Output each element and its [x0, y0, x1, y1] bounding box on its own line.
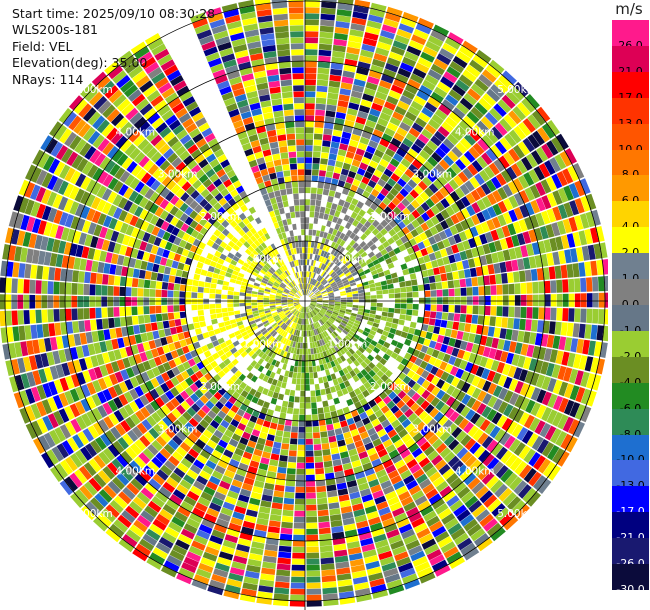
colorbar-swatch — [612, 564, 649, 591]
colorbar-swatch — [612, 201, 649, 228]
range-ring-label: 3.00km — [158, 423, 198, 435]
range-ring-label: 4.00km — [455, 126, 495, 138]
range-ring-label: 3.00km — [158, 169, 198, 181]
range-ring-label: 2.00km — [370, 381, 410, 393]
start-time-text: Start time: 2025/09/10 08:30:28 — [12, 6, 216, 21]
range-ring-label: 1.00km — [243, 254, 283, 266]
colorbar-swatch — [612, 382, 649, 410]
colorbar-swatch — [612, 71, 649, 99]
colorbar-swatch — [612, 434, 649, 461]
colorbar-swatch — [612, 356, 649, 384]
range-ring-label: 2.00km — [200, 381, 240, 393]
range-ring-label: 3.00km — [412, 169, 452, 181]
colorbar-swatch — [612, 149, 649, 176]
range-ring-label: 4.00km — [115, 466, 155, 478]
velocity-gate-group — [0, 0, 608, 607]
colorbar-swatch — [612, 486, 649, 513]
scan-info-panel: Start time: 2025/09/10 08:30:28 WLS200s-… — [12, 6, 215, 88]
range-ring-label: 5.00km — [73, 508, 113, 520]
range-ring-labels: 1.00km 1.00km 1.00km 1.00km 2.00km 2.00km 2.00… — [73, 84, 537, 520]
colorbar-swatch — [612, 123, 649, 151]
instrument-text: WLS200s-181 — [12, 22, 98, 38]
colorbar-swatch — [612, 253, 649, 280]
range-ring-label: 1.00km — [243, 338, 283, 350]
colorbar-swatch — [612, 97, 649, 125]
colorbar-swatch — [612, 20, 649, 47]
colorbar-swatch — [612, 512, 649, 539]
velocity-gates — [0, 0, 608, 607]
elevation-text: Elevation(deg): 35.00 — [12, 55, 148, 71]
colorbar-swatch — [612, 408, 649, 436]
colorbar-swatch — [612, 538, 649, 565]
range-ring-label: 5.00km — [497, 84, 537, 96]
velocity-gate-group — [36, 74, 598, 590]
range-ring-label: 4.00km — [455, 466, 495, 478]
range-ring-label: 3.00km — [412, 423, 452, 435]
colorbar-swatch — [612, 279, 649, 306]
range-ring-label: 5.00km — [73, 84, 113, 96]
colorbar-unit: m/s — [615, 0, 643, 18]
colorbar-swatch — [612, 227, 649, 254]
colorbar-swatch — [612, 45, 649, 73]
colorbar-swatch — [612, 460, 649, 487]
ppi-chart: 1.00km 1.00km 1.00km 1.00km 2.00km 2.00km 2.00… — [0, 0, 608, 610]
nrays-text: NRays: 114 — [12, 71, 84, 87]
field-text: Field: VEL — [12, 38, 73, 54]
colorbar-swatch — [612, 305, 649, 332]
colorbar-swatch — [612, 330, 649, 358]
range-ring-label: 4.00km — [115, 126, 155, 138]
range-ring-label: 2.00km — [200, 211, 240, 223]
colorbar-swatch — [612, 175, 649, 202]
velocity-gate-group — [8, 13, 592, 601]
range-ring-label: 5.00km — [497, 508, 537, 520]
colorbar: m/s 26.021.017.013.010.08.06.04.02.01.00… — [608, 0, 650, 610]
range-ring-label: 1.00km — [328, 338, 368, 350]
range-ring-label: 2.00km — [370, 211, 410, 223]
crosshair-axes — [0, 0, 608, 610]
range-ring-label: 1.00km — [328, 254, 368, 266]
colorbar-tick-label: -30.0 — [616, 583, 645, 596]
